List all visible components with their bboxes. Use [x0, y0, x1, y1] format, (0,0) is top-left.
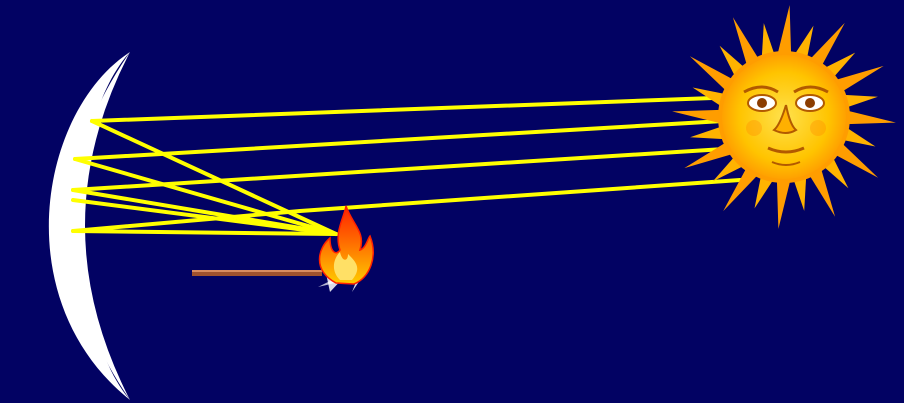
sun-ray	[839, 94, 878, 109]
sun-ray	[690, 125, 729, 140]
sun-ray	[832, 65, 884, 94]
incident-rays	[71, 95, 742, 213]
sun-ray	[776, 5, 792, 58]
sun-ray	[832, 140, 879, 178]
sun-ray	[754, 172, 776, 209]
reflected-ray-1	[90, 119, 338, 236]
matchstick-icon	[192, 270, 322, 276]
mirror-body	[48, 52, 130, 400]
sun-ray	[684, 140, 736, 169]
sun-ray	[723, 165, 761, 212]
sun-ray	[761, 23, 776, 62]
reflected-ray-2	[73, 157, 338, 236]
reflected-ray-6	[71, 209, 302, 233]
sun-ray	[807, 165, 836, 217]
incident-ray-3	[71, 146, 742, 192]
sun-ray	[672, 109, 725, 125]
sun-ray	[807, 22, 845, 69]
sun-with-face-icon	[672, 5, 896, 229]
sun-nose	[772, 104, 798, 134]
incident-ray-1	[90, 95, 742, 123]
sun-ray	[692, 87, 729, 109]
sun-ray	[732, 17, 761, 69]
flame-icon	[318, 205, 374, 292]
sun-eyes	[743, 85, 829, 112]
sun-ray	[839, 125, 876, 147]
sun-ray	[792, 172, 807, 211]
reflected-rays	[71, 119, 338, 236]
incident-ray-4	[298, 178, 742, 213]
sun-ray	[843, 109, 896, 125]
sun-mouth	[767, 146, 805, 154]
sun-ray	[776, 176, 792, 229]
reflected-ray-5	[71, 229, 338, 236]
sun-ray	[792, 25, 814, 62]
sun-ray	[689, 56, 736, 94]
incident-ray-2	[73, 118, 742, 161]
reflected-ray-4	[71, 198, 338, 236]
